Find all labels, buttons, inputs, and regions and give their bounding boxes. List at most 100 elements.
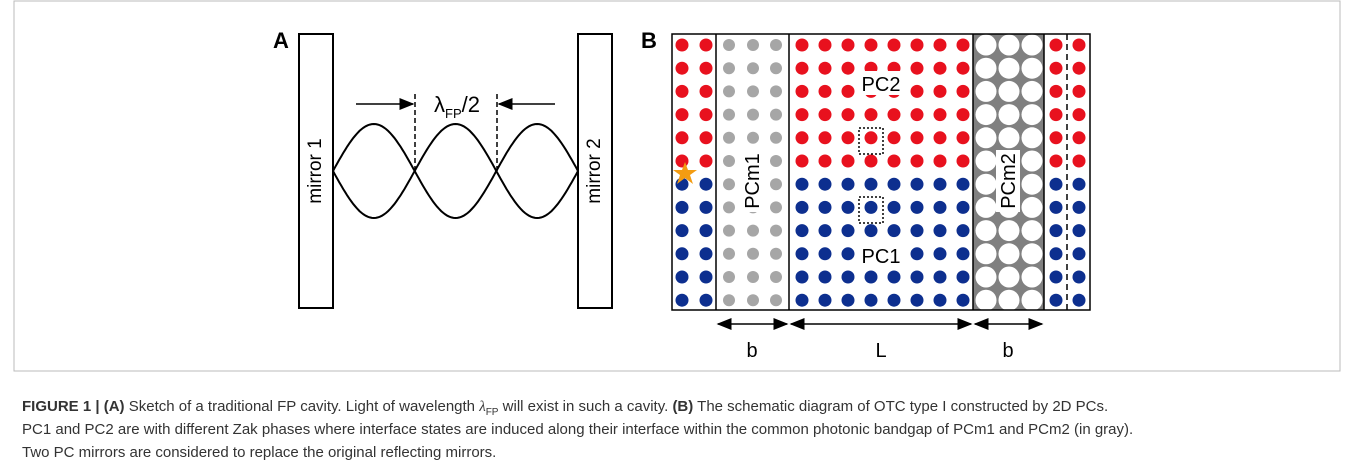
lattice-rod	[888, 224, 901, 237]
lattice-rod	[865, 224, 878, 237]
lattice-rod	[770, 225, 782, 237]
lattice-rod	[842, 224, 855, 237]
lattice-rod	[1073, 224, 1086, 237]
lattice-rod	[770, 62, 782, 74]
lattice-rod	[1022, 104, 1043, 125]
lattice-rod	[999, 220, 1020, 241]
lattice-rod	[1022, 243, 1043, 264]
lattice-rod	[1050, 201, 1063, 214]
lattice-rod	[676, 108, 689, 121]
lattice-rod	[1022, 174, 1043, 195]
dimension-label: L	[875, 340, 886, 362]
caption-text: The schematic diagram of OTC type I cons…	[697, 398, 1108, 415]
lattice-rod	[888, 131, 901, 144]
lattice-rod	[747, 225, 759, 237]
lattice-rod	[796, 155, 809, 168]
lattice-rod	[1073, 108, 1086, 121]
lattice-rod	[747, 294, 759, 306]
region-label: PCm1	[742, 153, 764, 209]
lattice-rod	[957, 224, 970, 237]
lattice-rod	[842, 271, 855, 284]
lattice-rod	[865, 178, 878, 191]
lattice-rod	[1050, 62, 1063, 75]
lattice-rod	[1050, 39, 1063, 52]
caption-text: will exist in such a cavity.	[503, 398, 669, 415]
dimension-label: b	[746, 340, 757, 362]
lattice-rod	[934, 108, 947, 121]
lattice-rod	[957, 108, 970, 121]
lattice-rod	[796, 108, 809, 121]
wave	[333, 124, 578, 218]
lattice-rod	[796, 294, 809, 307]
lattice-rod	[1073, 39, 1086, 52]
lattice-rod	[676, 85, 689, 98]
lattice-rod	[1050, 224, 1063, 237]
lattice-rod	[700, 39, 713, 52]
lattice-rod	[819, 155, 832, 168]
lattice-rod	[976, 127, 997, 148]
lattice-rod	[911, 224, 924, 237]
lattice-rod	[676, 131, 689, 144]
lattice-rod	[700, 108, 713, 121]
lattice-rod	[676, 247, 689, 260]
lattice-rod	[819, 85, 832, 98]
lattice-rod	[796, 271, 809, 284]
lattice-rod	[723, 85, 735, 97]
lattice-rod	[747, 132, 759, 144]
mirror-label: mirror 2	[584, 138, 605, 203]
lattice-rod	[770, 85, 782, 97]
lattice-rod	[957, 201, 970, 214]
lattice-rod	[1050, 271, 1063, 284]
lattice-rod	[676, 201, 689, 214]
lattice-rod	[999, 267, 1020, 288]
lattice-rod	[1050, 155, 1063, 168]
lattice-rod	[911, 62, 924, 75]
region-label: PCm2	[998, 153, 1020, 209]
lattice-rod	[723, 178, 735, 190]
lattice-rod	[700, 155, 713, 168]
lattice-rod	[1022, 267, 1043, 288]
lattice-rod	[1022, 58, 1043, 79]
caption-text: Sketch of a traditional FP cavity. Light…	[129, 398, 475, 415]
lattice-rod	[1022, 35, 1043, 56]
caption-panel-label: (B)	[672, 398, 693, 415]
lattice-rod	[976, 197, 997, 218]
caption-line: PC1 and PC2 are with different Zak phase…	[22, 421, 1133, 438]
lattice-rod	[770, 271, 782, 283]
lattice-rod	[796, 39, 809, 52]
lattice-rod	[700, 62, 713, 75]
region-label: PC1	[862, 246, 901, 268]
page: A mirror 1 mirror 2 λFP/2 B PC2 PC1 PCm1…	[0, 0, 1354, 467]
lattice-rod	[723, 155, 735, 167]
lattice-rod	[842, 85, 855, 98]
lattice-rod	[700, 178, 713, 191]
lattice-rod	[842, 39, 855, 52]
lattice-rod	[1073, 201, 1086, 214]
lattice-rod	[747, 85, 759, 97]
lattice-rod	[976, 58, 997, 79]
standing-wave	[333, 124, 578, 218]
lattice-rod	[723, 225, 735, 237]
lattice-rod	[1022, 290, 1043, 311]
lattice-rod	[796, 178, 809, 191]
wavelength-label: λFP/2	[434, 92, 480, 121]
lattice-rod	[1050, 247, 1063, 260]
lattice-rod	[1050, 294, 1063, 307]
lattice-rod	[888, 155, 901, 168]
lattice-rod	[770, 132, 782, 144]
lattice-rod	[911, 201, 924, 214]
lattice-rod	[796, 224, 809, 237]
lattice-rod	[911, 85, 924, 98]
lattice-rod	[976, 104, 997, 125]
lattice-rod	[770, 155, 782, 167]
lattice-rod	[911, 271, 924, 284]
lattice-rod	[957, 247, 970, 260]
lattice-rod	[911, 39, 924, 52]
lattice-rod	[1050, 178, 1063, 191]
lattice-rod	[676, 62, 689, 75]
lattice-rod	[999, 81, 1020, 102]
lattice-rod	[1073, 62, 1086, 75]
lattice-rod	[865, 108, 878, 121]
lattice-rod	[1022, 151, 1043, 172]
lattice-rod	[957, 178, 970, 191]
